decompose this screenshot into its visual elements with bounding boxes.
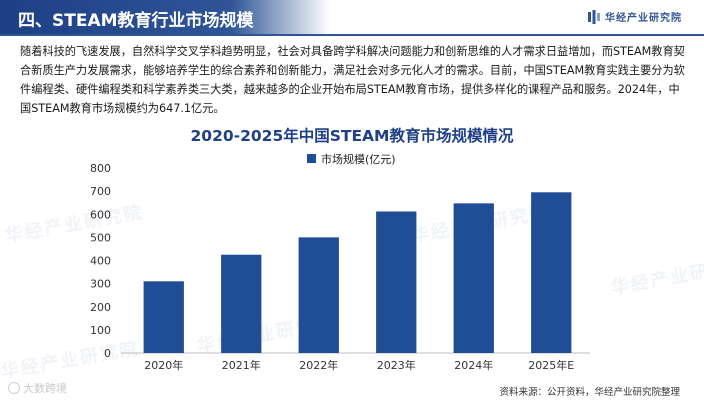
- bar: [298, 237, 339, 353]
- bar: [376, 211, 417, 353]
- y-tick-label: 500: [90, 231, 111, 244]
- title-banner: 四、STEAM教育行业市场规模: [0, 0, 330, 34]
- bar-chart: 0 100 200 300 400 500 600 700 800 2020年 2021年 2022年…: [90, 152, 590, 372]
- bar: [221, 254, 262, 353]
- bar: [143, 281, 184, 353]
- stamp-circle-icon: [8, 382, 20, 394]
- y-tick-label: 300: [90, 278, 111, 291]
- source-note: 资料来源：公开资料，华经产业研究院整理: [499, 387, 680, 398]
- y-tick-label: 0: [104, 347, 111, 360]
- brand-logo-icon: [588, 9, 600, 24]
- brand-name: 华经产业研究院: [605, 13, 682, 24]
- x-tick-label: 2021年: [222, 358, 261, 372]
- y-tick-label: 100: [90, 324, 111, 337]
- y-tick-label: 700: [90, 185, 111, 198]
- brand: 华经产业研究院: [588, 9, 682, 24]
- header-bar: 四、STEAM教育行业市场规模 华经产业研究院: [0, 0, 704, 36]
- chart-title: 2020-2025年中国STEAM教育市场规模情况: [190, 127, 514, 145]
- y-tick-label: 800: [90, 162, 111, 175]
- x-tick-label: 2025年E: [528, 358, 574, 372]
- x-tick-label: 2024年: [454, 358, 493, 372]
- x-tick-label: 2020年: [144, 358, 183, 372]
- legend-swatch: [307, 154, 316, 163]
- page-title: 四、STEAM教育行业市场规模: [18, 11, 254, 31]
- stamp: 大数跨境: [8, 380, 67, 396]
- y-tick-label: 200: [90, 301, 111, 314]
- y-tick-label: 400: [90, 255, 111, 268]
- x-tick-label: 2023年: [377, 358, 416, 372]
- bar: [453, 203, 494, 353]
- bar: [531, 192, 572, 353]
- y-tick-label: 600: [90, 208, 111, 221]
- stamp-text: 大数跨境: [23, 382, 67, 395]
- x-tick-label: 2022年: [299, 358, 338, 372]
- legend-label: 市场规模(亿元): [321, 152, 396, 166]
- intro-paragraph: 随着科技的飞速发展，自然科学交叉学科趋势明显，社会对具备跨学科解决问题能力和创新…: [20, 45, 685, 115]
